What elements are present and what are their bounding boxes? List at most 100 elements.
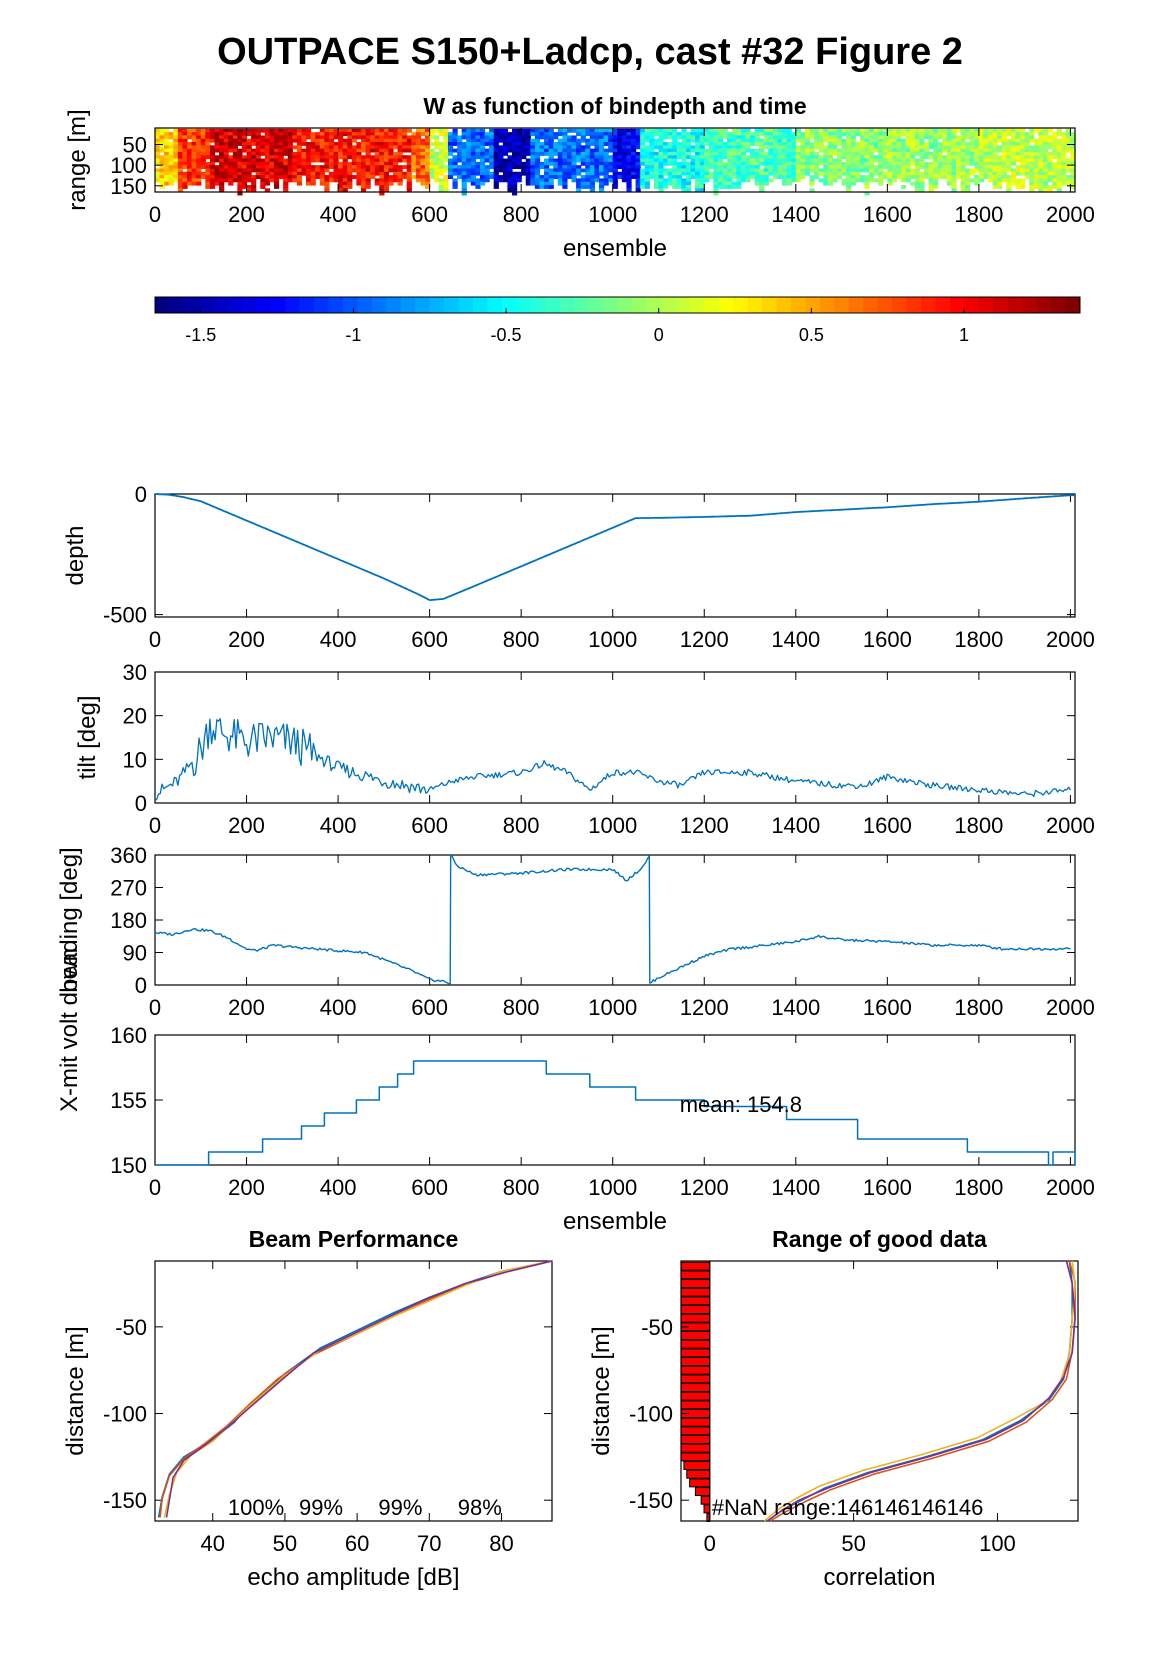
w-heatmap-cell	[759, 128, 765, 133]
w-heatmap-cell	[635, 165, 641, 170]
w-heatmap-cell	[864, 128, 870, 133]
w-heatmap-cell	[969, 142, 975, 146]
w-heatmap-cell	[493, 178, 499, 183]
w-heatmap-cell	[873, 138, 879, 143]
w-heatmap-cell	[287, 158, 293, 163]
w-heatmap-cell	[864, 151, 870, 156]
w-heatmap-cell	[1010, 161, 1017, 166]
w-heatmap-cell	[791, 168, 797, 173]
w-heatmap-cell	[626, 168, 632, 173]
w-heatmap-cell	[260, 165, 266, 170]
w-heatmap-cell	[214, 148, 220, 153]
w-heatmap-cell	[191, 128, 197, 133]
w-heatmap-cell	[205, 181, 211, 186]
w-heatmap-cell	[759, 155, 765, 160]
colorbar-swatch	[516, 297, 532, 313]
w-heatmap-cell	[672, 148, 678, 153]
w-heatmap-cell	[214, 165, 220, 170]
w-heatmap-cell	[896, 148, 902, 153]
w-heatmap-cell	[397, 142, 403, 146]
w-heatmap-cell	[557, 161, 563, 166]
w-heatmap-cell	[470, 165, 476, 170]
w-heatmap-cell	[955, 155, 962, 160]
colorbar-tick-label: 0	[654, 325, 664, 345]
w-heatmap-cell	[548, 138, 554, 143]
w-heatmap-cell	[274, 158, 280, 163]
w-heatmap-cell	[585, 165, 591, 170]
w-heatmap-cell	[1010, 151, 1017, 156]
w-heatmap-cell	[1047, 161, 1053, 166]
w-heatmap-cell	[1029, 171, 1035, 176]
w-heatmap-cell	[479, 148, 486, 153]
w-heatmap-cell	[1056, 168, 1062, 173]
w-heatmap-cell	[425, 128, 431, 133]
w-heatmap-cell	[155, 175, 161, 179]
w-heatmap-cells	[155, 128, 1076, 196]
w-heatmap-cell	[676, 148, 682, 153]
w-heatmap-cell	[365, 168, 371, 173]
w-heatmap-cell	[470, 132, 476, 137]
w-heatmap-cell	[338, 181, 344, 186]
w-heatmap-cell	[168, 148, 174, 153]
w-heatmap-cell	[850, 161, 856, 166]
w-heatmap-cell	[740, 161, 747, 166]
w-heatmap-cell	[301, 161, 307, 166]
w-heatmap-cell	[447, 135, 454, 140]
w-heatmap-cell	[791, 175, 797, 179]
w-heatmap-cell	[603, 175, 609, 179]
w-heatmap-cell	[946, 128, 953, 133]
w-heatmap-cell	[173, 138, 179, 143]
w-heatmap-cell	[1029, 178, 1035, 183]
w-heatmap-cell	[196, 142, 202, 146]
w-heatmap-cell	[795, 168, 801, 173]
w-heatmap-cell	[786, 148, 792, 153]
w-heatmap-cell	[896, 175, 902, 179]
w-heatmap-cell	[557, 148, 563, 153]
w_image-xtick-label: 200	[228, 202, 265, 227]
w-heatmap-cell	[846, 142, 852, 146]
w-heatmap-cell	[173, 155, 179, 160]
w-heatmap-cell	[544, 128, 550, 133]
w-heatmap-cell	[237, 135, 243, 140]
w-heatmap-cell	[219, 171, 225, 176]
w-heatmap-cell	[383, 142, 390, 146]
colorbar-swatch	[169, 297, 185, 313]
w-heatmap-cell	[228, 132, 234, 137]
w-heatmap-cell	[411, 151, 417, 156]
w-heatmap-cell	[814, 135, 820, 140]
w-heatmap-cell	[695, 145, 701, 150]
w-heatmap-cell	[324, 128, 330, 133]
w-heatmap-cell	[223, 171, 229, 176]
w-heatmap-cell	[804, 132, 811, 137]
w-heatmap-cell	[960, 135, 966, 140]
w-heatmap-cell	[667, 178, 673, 183]
w-heatmap-cell	[864, 184, 870, 189]
w-heatmap-cell	[338, 135, 344, 140]
w-heatmap-cell	[823, 148, 829, 153]
w-heatmap-cell	[470, 181, 476, 186]
w-heatmap-cell	[608, 165, 614, 170]
w-heatmap-cell	[484, 178, 490, 183]
w-heatmap-cell	[328, 142, 335, 146]
w-heatmap-cell	[360, 181, 367, 186]
w-heatmap-cell	[878, 161, 884, 166]
w-heatmap-cell	[484, 158, 490, 163]
w-heatmap-cell	[164, 165, 170, 170]
w-heatmap-cell	[891, 171, 898, 176]
w-heatmap-cell	[672, 178, 678, 183]
w-heatmap-cell	[411, 168, 417, 173]
w-heatmap-cell	[470, 138, 476, 143]
w-heatmap-cell	[397, 168, 403, 173]
w-heatmap-cell	[1010, 128, 1017, 133]
w-heatmap-cell	[342, 178, 348, 183]
w-heatmap-cell	[1038, 165, 1044, 170]
w-heatmap-cell	[676, 181, 682, 186]
w-heatmap-cell	[786, 168, 792, 173]
w-heatmap-cell	[562, 128, 568, 133]
colorbar-swatch	[444, 297, 460, 313]
colorbar-swatch	[371, 297, 387, 313]
voltage-xtick-label: 800	[503, 1175, 540, 1200]
w-heatmap-cell	[791, 151, 797, 156]
w-heatmap-cell	[933, 181, 939, 186]
w-heatmap-cell	[841, 145, 847, 150]
